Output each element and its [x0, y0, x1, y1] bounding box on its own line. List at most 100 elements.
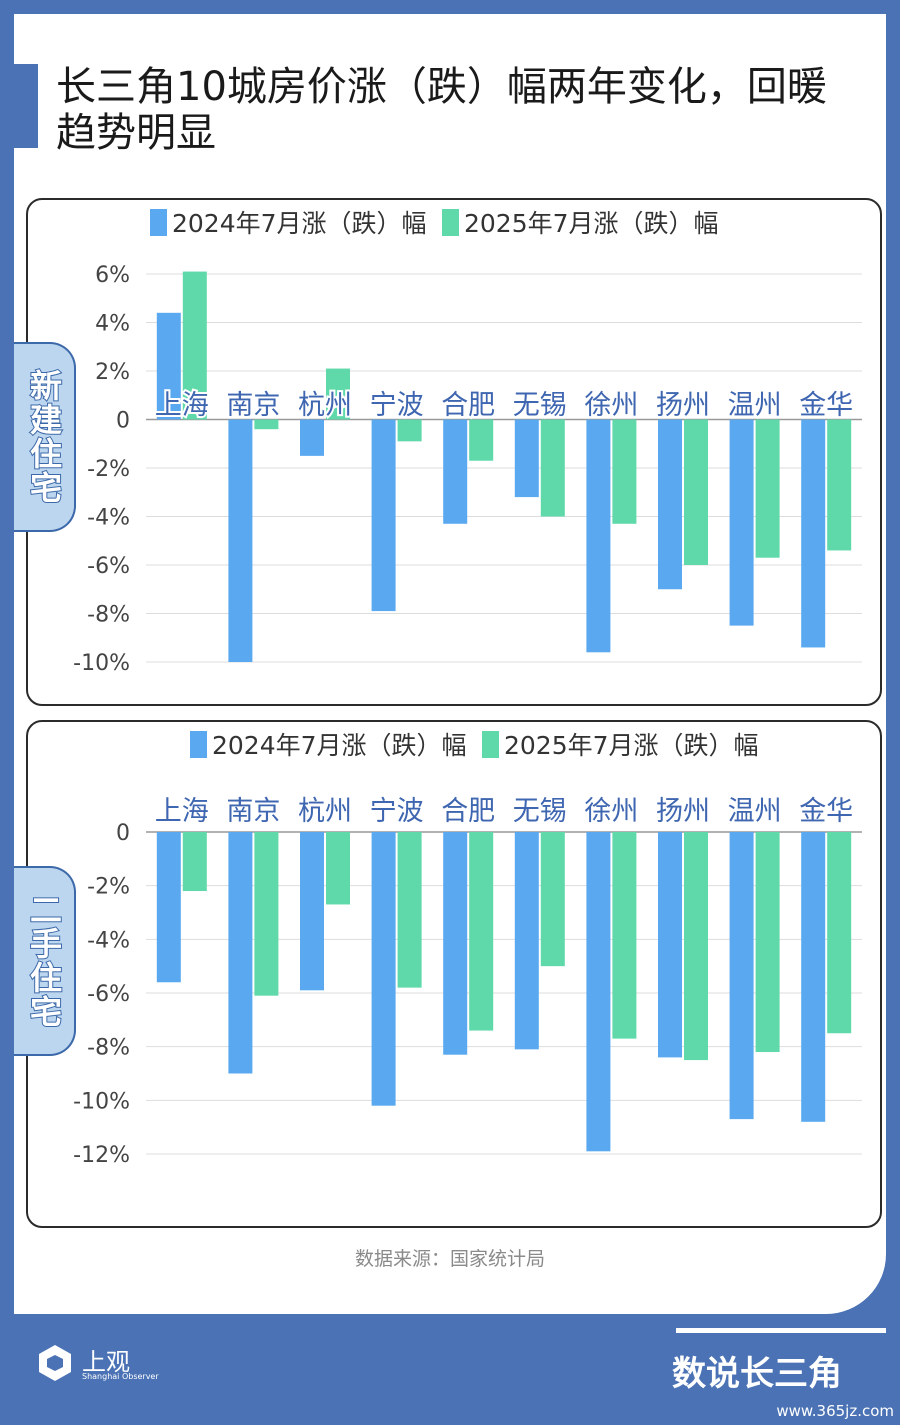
bar-2024 [156, 832, 181, 983]
bar-2025 [254, 419, 279, 430]
bar-2024 [729, 419, 754, 626]
category-label: 扬州 [656, 390, 710, 421]
y-tick-label: 0 [116, 409, 130, 434]
y-tick-label: 4% [95, 312, 130, 337]
category-label: 金华 [799, 796, 853, 827]
bar-2024 [156, 312, 181, 420]
bar-2025 [827, 832, 852, 1034]
category-label: 金华 [799, 390, 853, 421]
category-label: 宁波 [370, 796, 424, 827]
bar-2025 [469, 419, 494, 461]
title-accent-bar [14, 64, 38, 148]
bar-2025 [612, 832, 637, 1039]
legend-swatch [482, 731, 499, 758]
bar-2024 [443, 419, 468, 524]
legend-label: 2024年7月涨（跌）幅 [172, 209, 427, 238]
bar-2024 [586, 419, 611, 653]
bar-2025 [684, 832, 708, 1061]
bar-2024 [228, 419, 253, 662]
y-tick-label: -2% [87, 457, 130, 482]
category-label: 杭州 [298, 390, 352, 421]
category-label: 徐州 [584, 390, 638, 421]
bar-2024 [658, 419, 682, 590]
bar-2025 [397, 832, 422, 988]
resale-housing-tab-label: 二手住宅 [24, 892, 64, 1030]
bar-2025 [469, 832, 494, 1031]
y-tick-label: -8% [87, 1036, 130, 1061]
bar-2024 [300, 832, 324, 991]
category-label: 上海 [155, 390, 209, 421]
y-tick-label: 0 [116, 821, 130, 846]
y-tick-label: -4% [87, 928, 130, 953]
bar-2024 [801, 832, 826, 1122]
logo-cn-text: 上观 [82, 1348, 130, 1376]
bar-2025 [254, 832, 279, 996]
resale-housing-chart-panel: 2024年7月涨（跌）幅 2025年7月涨（跌）幅 0 -2% -4% -6% -8% -10… [26, 720, 882, 1228]
category-label: 宁波 [370, 390, 424, 421]
bar-2024 [729, 832, 754, 1120]
logo-mark-icon [39, 1345, 71, 1381]
legend-label: 2025年7月涨（跌）幅 [464, 209, 719, 238]
y-tick-label: -10% [73, 651, 130, 676]
brand-column-name: 数说长三角 [672, 1354, 842, 1394]
chart-legend: 2024年7月涨（跌）幅 2025年7月涨（跌）幅 [190, 731, 759, 760]
footer-decoration [676, 1328, 886, 1333]
bar-2024 [371, 419, 396, 612]
category-label: 南京 [226, 390, 280, 421]
bar-2024 [586, 832, 611, 1152]
category-label: 合肥 [441, 796, 495, 827]
category-label: 无锡 [513, 390, 567, 421]
bar-2025 [326, 368, 350, 420]
bar-2025 [326, 832, 350, 905]
bar-2025 [540, 832, 565, 967]
bar-2025 [755, 419, 780, 558]
bar-2025 [755, 832, 780, 1053]
bar-2025 [612, 419, 637, 524]
watermark-text: www.365jz.com [776, 1402, 894, 1420]
new-housing-chart-panel: 2024年7月涨（跌）幅 2025年7月涨（跌）幅 6% 4% 2% 0 -2% -4% -6%… [26, 198, 882, 706]
category-label: 上海 [155, 796, 209, 827]
data-source-note: 数据来源：国家统计局 [354, 1248, 545, 1270]
resale-housing-tab: 二手住宅 [14, 866, 76, 1056]
chart-legend: 2024年7月涨（跌）幅 2025年7月涨（跌）幅 [150, 209, 719, 238]
bar-2025 [182, 832, 207, 892]
bar-2025 [397, 419, 422, 442]
bar-2024 [514, 832, 539, 1050]
bar-2024 [443, 832, 468, 1055]
legend-label: 2024年7月涨（跌）幅 [212, 731, 467, 760]
category-label: 合肥 [441, 390, 495, 421]
legend-swatch [190, 731, 207, 758]
new-housing-chart: 2024年7月涨（跌）幅 2025年7月涨（跌）幅 6% 4% 2% 0 -2% -4% -6%… [73, 209, 862, 676]
shanghai-observer-logo: 上观 Shanghai Observer [36, 1342, 186, 1392]
category-label: 杭州 [298, 796, 352, 827]
bar-2024 [371, 832, 396, 1106]
legend-swatch [150, 209, 167, 236]
new-housing-tab: 新建住宅 [14, 342, 76, 532]
category-label: 温州 [728, 796, 782, 827]
y-tick-label: -2% [87, 875, 130, 900]
category-label: 扬州 [656, 796, 710, 827]
y-tick-label: -6% [87, 982, 130, 1007]
category-label: 徐州 [584, 796, 638, 827]
category-label: 南京 [226, 796, 280, 827]
resale-housing-chart: 2024年7月涨（跌）幅 2025年7月涨（跌）幅 0 -2% -4% -6% -8% -10… [73, 731, 862, 1168]
legend-swatch [442, 209, 459, 236]
y-tick-label: 6% [95, 263, 130, 288]
bar-2024 [801, 419, 826, 648]
bar-2025 [827, 419, 852, 551]
y-tick-label: -8% [87, 603, 130, 628]
new-housing-tab-label: 新建住宅 [24, 368, 64, 506]
page-title: 长三角10城房价涨（跌）幅两年变化，回暖趋势明显 [56, 64, 827, 156]
y-tick-label: -12% [73, 1143, 130, 1168]
bar-2024 [658, 832, 682, 1058]
logo-en-text: Shanghai Observer [82, 1372, 159, 1381]
y-tick-label: -6% [87, 554, 130, 579]
y-tick-label: -4% [87, 506, 130, 531]
bar-2024 [228, 832, 253, 1074]
legend-label: 2025年7月涨（跌）幅 [504, 731, 759, 760]
bar-2024 [514, 419, 539, 498]
bar-2025 [182, 271, 207, 420]
category-label: 温州 [728, 390, 782, 421]
category-label: 无锡 [513, 796, 567, 827]
bar-2024 [300, 419, 324, 456]
